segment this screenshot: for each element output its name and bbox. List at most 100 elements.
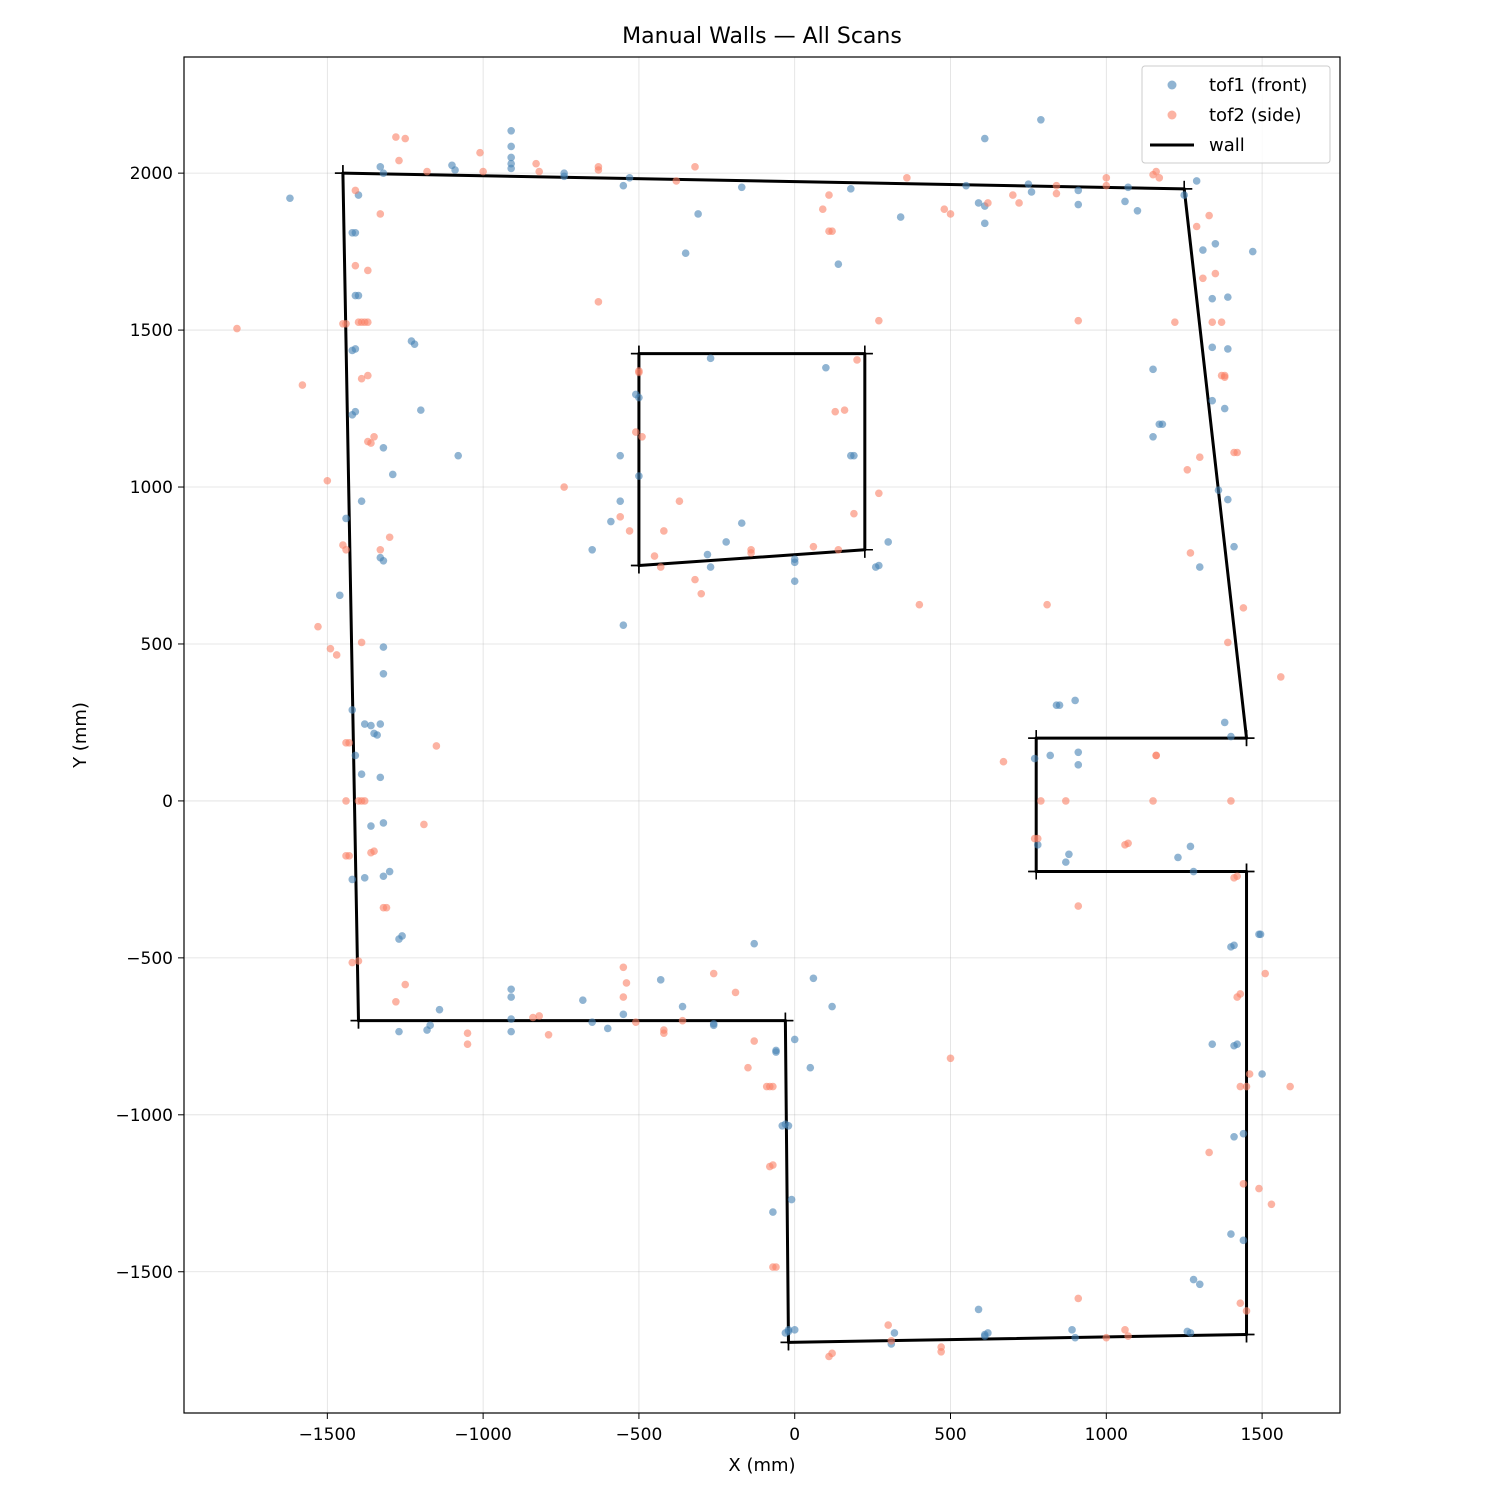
scatter-point-tof1	[367, 721, 375, 730]
scatter-point-tof2	[1233, 448, 1241, 457]
wall-endpoint-marker	[1028, 730, 1045, 747]
wall-endpoint-marker	[777, 1012, 794, 1029]
scatter-point-tof2	[401, 134, 410, 143]
scatter-point-tof2	[1155, 174, 1164, 182]
scatter-point-tof1	[1133, 207, 1142, 215]
scatter-point-tof1	[379, 669, 388, 678]
scatter-point-tof2	[351, 186, 360, 195]
scatter-point-tof2	[1199, 274, 1207, 283]
scatter-point-tof1	[619, 621, 628, 629]
scatter-point-tof2	[385, 533, 394, 542]
scatter-point-tof2	[747, 549, 755, 557]
scatter-point-tof2	[850, 509, 858, 518]
points-layer	[233, 115, 1294, 1361]
wall-endpoint-marker	[780, 1334, 797, 1351]
scatter-point-tof1	[1046, 751, 1055, 760]
scatter-point-tof1	[1189, 1275, 1198, 1284]
scatter-point-tof1	[360, 720, 369, 728]
scatter-point-tof2	[342, 546, 350, 554]
scatter-point-tof1	[1074, 761, 1083, 769]
scatter-point-tof2	[1043, 600, 1051, 609]
scatter-point-tof1	[507, 1027, 515, 1036]
scatter-point-tof1	[603, 1024, 612, 1033]
scatter-point-tof2	[622, 979, 631, 987]
scatter-point-tof1	[1208, 294, 1217, 303]
scatter-point-tof2	[831, 407, 840, 416]
scatter-point-tof2	[632, 1018, 640, 1027]
scatter-point-tof2	[1195, 453, 1204, 462]
x-tick-label: −500	[616, 1425, 663, 1445]
scatter-point-tof1	[507, 126, 515, 135]
scatter-point-tof1	[784, 1121, 793, 1130]
scatter-point-tof2	[1074, 902, 1083, 910]
scatter-point-tof1	[1189, 867, 1198, 876]
scatter-point-tof1	[784, 1326, 793, 1334]
scatter-point-tof1	[395, 1027, 403, 1036]
scatter-point-tof1	[1024, 180, 1033, 188]
scatter-point-tof1	[1208, 343, 1217, 352]
scatter-point-tof1	[379, 443, 388, 452]
scatter-point-tof1	[635, 472, 643, 480]
scatter-point-tof1	[706, 354, 715, 363]
scatter-point-tof2	[1102, 1333, 1111, 1342]
scatter-point-tof2	[1009, 191, 1017, 199]
scatter-point-tof1	[694, 210, 702, 218]
y-tick-label: 1000	[130, 478, 173, 498]
legend-label-wall: wall	[1209, 135, 1245, 156]
scatter-point-tof1	[1186, 842, 1195, 851]
scatter-point-tof2	[619, 963, 628, 972]
legend: tof1 (front) tof2 (side) wall	[1141, 65, 1331, 164]
scatter-point-tof2	[1183, 465, 1192, 474]
scatter-point-tof1	[376, 163, 385, 171]
scatter-point-tof2	[675, 497, 684, 505]
scatter-point-tof2	[638, 433, 646, 441]
scatter-point-tof1	[342, 514, 350, 523]
scatter-point-tof1	[1239, 1129, 1248, 1138]
scatter-point-tof2	[364, 266, 372, 275]
scatter-point-tof2	[1276, 673, 1285, 681]
scatter-point-tof1	[410, 340, 419, 349]
scatter-point-tof1	[1211, 239, 1220, 248]
scatter-point-tof1	[426, 1021, 434, 1030]
scatter-point-tof2	[1124, 1332, 1132, 1340]
y-tick-label: 2000	[130, 164, 173, 184]
scatter-point-tof2	[1052, 189, 1061, 198]
scatter-point-tof1	[1227, 732, 1235, 741]
scatter-point-tof2	[594, 163, 603, 171]
scatter-point-tof2	[691, 575, 699, 584]
scatter-point-tof2	[769, 1082, 777, 1091]
scatter-point-tof1	[616, 451, 625, 460]
scatter-point-tof1	[1027, 188, 1036, 196]
scatter-point-tof1	[619, 181, 628, 190]
scatter-point-tof2	[532, 159, 540, 168]
scatter-point-tof1	[588, 546, 596, 554]
scatter-point-tof1	[790, 1035, 799, 1044]
scatter-point-tof1	[607, 517, 615, 526]
scatter-point-tof1	[351, 407, 360, 416]
scatter-point-tof1	[706, 563, 715, 571]
y-axis-label: Y (mm)	[70, 702, 91, 769]
scatter-point-tof2	[1267, 1200, 1276, 1209]
scatter-point-tof1	[507, 153, 515, 162]
scatter-point-tof1	[834, 260, 843, 268]
scatter-point-tof1	[388, 470, 397, 479]
wall-segment	[637, 548, 867, 567]
scatter-point-tof1	[507, 1015, 515, 1023]
scatter-point-tof2	[1074, 316, 1083, 325]
wall-segment	[341, 171, 1186, 191]
y-tick-label: −1000	[115, 1106, 173, 1126]
plot-frame	[183, 56, 1341, 1414]
scatter-point-tof2	[744, 1063, 752, 1072]
scatter-point-tof2	[1149, 797, 1157, 805]
scatter-point-tof1	[507, 985, 515, 994]
scatter-point-tof2	[594, 298, 603, 306]
scatter-point-tof2	[625, 527, 634, 535]
scatter-point-tof2	[233, 324, 241, 333]
scatter-point-tof2	[887, 1337, 896, 1345]
scatter-point-tof1	[822, 363, 830, 372]
scatter-point-tof2	[1286, 1082, 1294, 1091]
scatter-point-tof1	[769, 1208, 777, 1216]
scatter-point-tof1	[625, 174, 634, 182]
